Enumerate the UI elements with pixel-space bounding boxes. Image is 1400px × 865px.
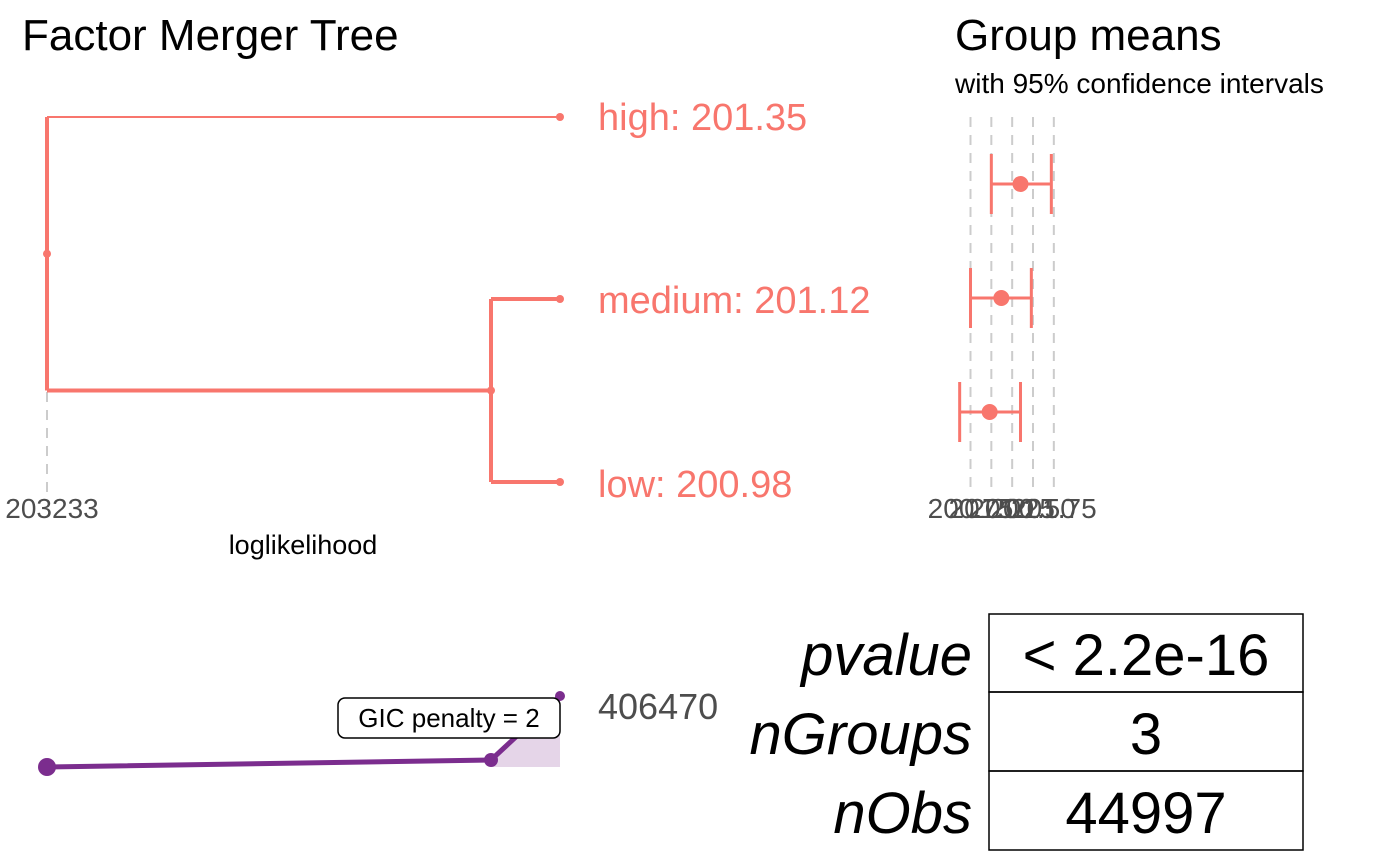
stat-key-nobs: nObs — [833, 781, 972, 846]
tree-title: Factor Merger Tree — [22, 11, 399, 60]
group-means-x-tick: 200.75 — [928, 493, 1014, 524]
tree-node — [43, 249, 51, 258]
mean-point-high — [1012, 176, 1029, 192]
stat-cell-nobs — [988, 770, 1304, 851]
group-means-panel: Group means with 95% confidence interval… — [928, 11, 1324, 524]
group-means-errorbars — [958, 154, 1053, 442]
tree-node — [556, 113, 564, 121]
gic-value-label: 406470 — [598, 686, 718, 727]
leaf-label-high: high: 201.35 — [598, 97, 807, 139]
tree-node — [556, 478, 564, 486]
gic-point — [555, 691, 565, 701]
stats-table: pvalue < 2.2e-16 nGroups 3 nObs 44997 — [750, 613, 1304, 851]
tree-node — [487, 386, 495, 395]
leaf-label-medium: medium: 201.12 — [598, 280, 871, 322]
leaf-label-low: low: 200.98 — [598, 464, 792, 506]
gic-label: GIC penalty = 2 — [358, 703, 539, 733]
stat-key-pvalue: pvalue — [799, 623, 972, 688]
merger-tree-panel: Factor Merger Tree 203233 loglikelihood … — [5, 11, 870, 560]
group-means-x-tick: 201.00 — [949, 493, 1035, 524]
group-means-x-tick: 201.25 — [969, 493, 1055, 524]
gic-point — [484, 753, 498, 767]
group-means-gridlines — [969, 117, 1055, 495]
stat-value-pvalue: < 2.2e-16 — [1023, 623, 1270, 688]
group-means-subtitle: with 95% confidence intervals — [954, 68, 1324, 99]
gic-point — [38, 758, 56, 776]
group-means-title: Group means — [955, 11, 1222, 60]
tree-node — [556, 295, 564, 303]
gic-panel: GIC penalty = 2 406470 — [38, 686, 718, 776]
group-means-x-tick: 201.75 — [1011, 493, 1097, 524]
mean-point-medium — [993, 290, 1010, 306]
tree-x-tick: 203233 — [5, 493, 98, 524]
tree-x-axis-label: loglikelihood — [229, 530, 378, 560]
gic-label-box — [337, 697, 561, 739]
stat-key-ngroups: nGroups — [750, 702, 972, 767]
tree-branches — [43, 113, 564, 486]
group-means-x-tick: 201.50 — [990, 493, 1076, 524]
mean-point-low — [981, 404, 998, 420]
stat-value-ngroups: 3 — [1130, 702, 1162, 767]
stat-value-nobs: 44997 — [1065, 781, 1226, 846]
